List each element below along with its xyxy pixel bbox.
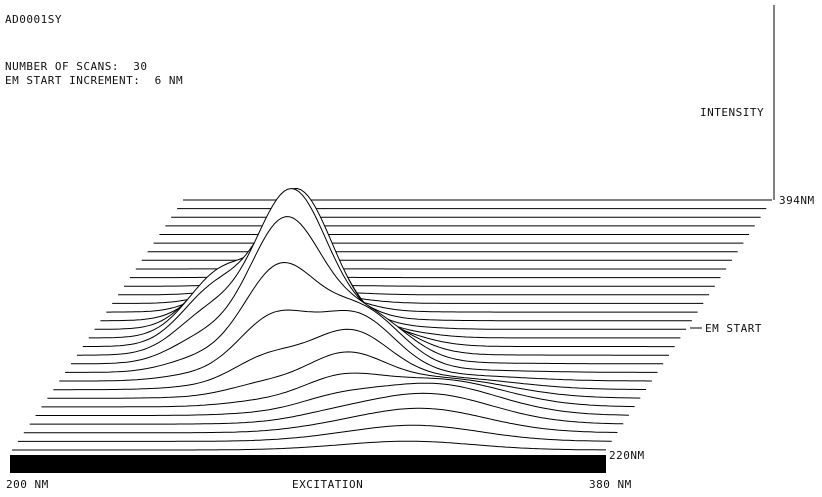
emission-scan-line [29,392,624,425]
emission-scan-line [71,216,664,365]
number-of-scans: NUMBER OF SCANS: 30 [5,60,148,73]
emission-scan-line [12,440,606,451]
em-start-axis-label: EM START [705,322,762,335]
emission-scan-line [17,424,612,442]
intensity-axis-label: INTENSITY [700,106,765,119]
emission-scan-line [41,372,635,408]
em-start-value-label: 220NM [609,449,645,462]
emission-scan-line [35,382,629,416]
em-end-label: 394NM [779,194,815,207]
scan-occluder [71,216,664,366]
emission-scan-line [65,261,658,373]
em-start-increment: EM START INCREMENT: 6 NM [5,74,184,87]
emission-scan-line [53,328,647,391]
excitation-axis-label: EXCITATION [292,478,364,491]
sample-id: AD0001SY [5,13,62,26]
emission-scan-line [23,407,618,434]
scan-occluder [23,408,618,435]
emission-scan-line [47,351,641,399]
x-min-label: 200 NM [6,478,49,491]
x-max-label: 380 NM [589,478,632,491]
emission-scan-line [59,309,652,382]
excitation-baseline-bar [10,455,606,473]
scan-occluder [17,425,612,444]
